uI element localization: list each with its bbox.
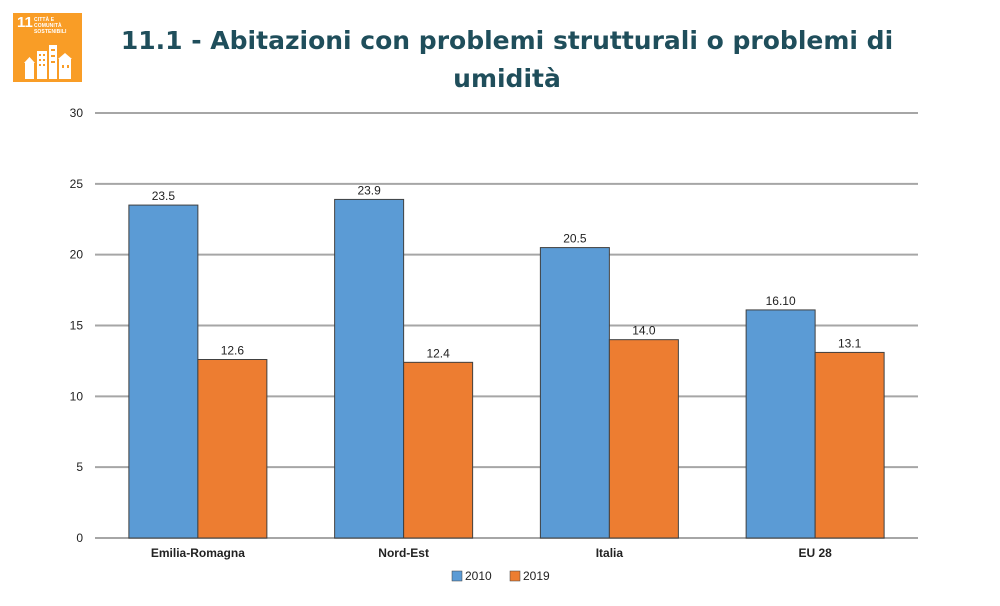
y-tick-label: 20 bbox=[70, 248, 84, 262]
x-tick-label: Emilia-Romagna bbox=[151, 546, 245, 560]
y-tick-label: 10 bbox=[70, 389, 84, 403]
legend-label: 2019 bbox=[523, 569, 550, 583]
data-label: 14.0 bbox=[632, 324, 656, 338]
data-label: 20.5 bbox=[563, 232, 587, 246]
bar bbox=[403, 361, 474, 539]
y-tick-label: 15 bbox=[70, 319, 84, 333]
city-buildings-icon bbox=[24, 45, 72, 79]
data-label: 12.4 bbox=[426, 346, 450, 360]
data-label: 13.1 bbox=[838, 336, 862, 350]
y-tick-label: 30 bbox=[70, 106, 84, 120]
x-tick-label: EU 28 bbox=[798, 546, 832, 560]
sdg-goal-number: 11 bbox=[17, 14, 33, 31]
legend-swatch bbox=[451, 570, 463, 582]
y-tick-label: 0 bbox=[76, 531, 83, 545]
x-tick-label: Italia bbox=[596, 546, 624, 560]
data-label: 12.6 bbox=[221, 344, 245, 358]
legend-swatch bbox=[509, 570, 521, 582]
bar bbox=[128, 204, 199, 539]
sdg-goal-label: Città e comunità sostenibili bbox=[34, 17, 67, 35]
bar bbox=[334, 198, 405, 539]
bar bbox=[745, 309, 816, 539]
page-title: 11.1 - Abitazioni con problemi struttura… bbox=[120, 26, 894, 93]
data-label: 23.9 bbox=[357, 183, 381, 197]
y-tick-label: 25 bbox=[70, 177, 84, 191]
data-label: 23.5 bbox=[152, 189, 176, 203]
x-tick-label: Nord-Est bbox=[378, 546, 429, 560]
data-label: 16.10 bbox=[766, 294, 796, 308]
bar bbox=[539, 247, 610, 539]
bar bbox=[814, 351, 885, 539]
bar bbox=[608, 339, 679, 539]
bar bbox=[197, 359, 268, 539]
sdg-goal-11-badge: 11 Città e comunità sostenibili bbox=[13, 13, 82, 82]
legend-label: 2010 bbox=[465, 569, 492, 583]
y-tick-label: 5 bbox=[76, 460, 83, 474]
